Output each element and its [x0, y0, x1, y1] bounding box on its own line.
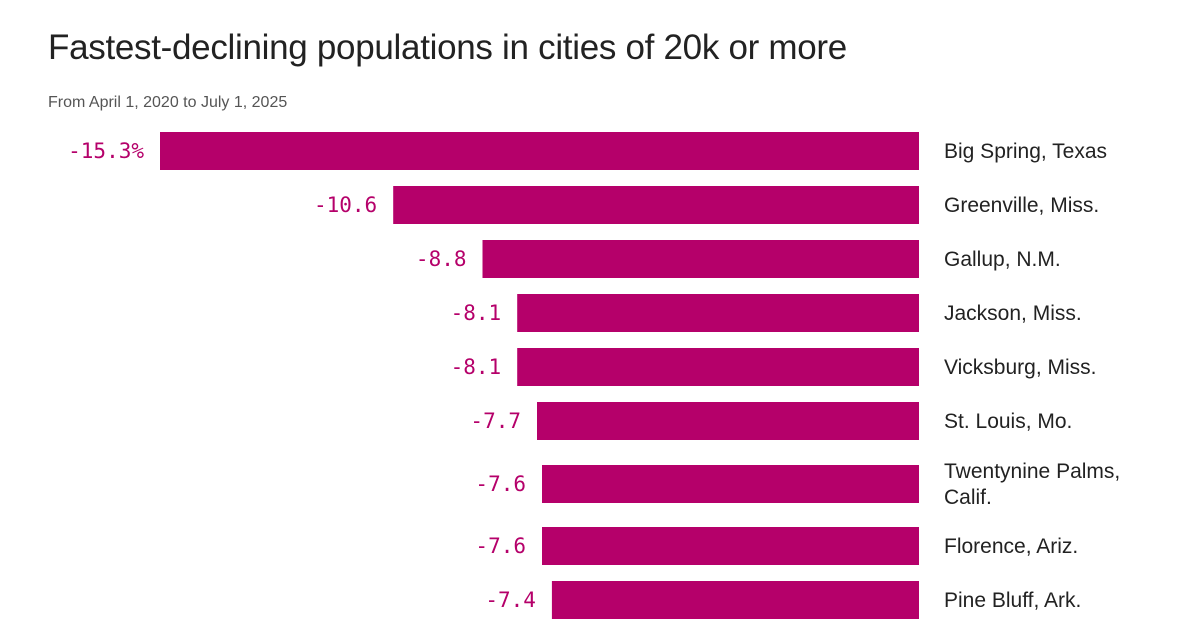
bar — [393, 186, 919, 224]
category-label-line: Twentynine Palms, — [944, 460, 1120, 483]
category-label: Gallup, N.M. — [944, 248, 1061, 271]
bar — [482, 240, 919, 278]
value-label: -8.1 — [451, 355, 502, 379]
value-label: -7.6 — [475, 472, 526, 496]
chart-subtitle: From April 1, 2020 to July 1, 2025 — [48, 94, 288, 111]
category-label-line: Florence, Ariz. — [944, 535, 1078, 558]
category-label-line: Pine Bluff, Ark. — [944, 589, 1081, 612]
category-label: Greenville, Miss. — [944, 194, 1099, 217]
category-label-line: Vicksburg, Miss. — [944, 356, 1097, 379]
category-label-line: Greenville, Miss. — [944, 194, 1099, 217]
value-label: -15.3% — [68, 139, 144, 163]
value-label: -10.6 — [314, 193, 377, 217]
value-label: -7.7 — [470, 409, 521, 433]
bar — [542, 465, 919, 503]
category-label-line: Calif. — [944, 486, 992, 509]
value-label: -8.1 — [451, 301, 502, 325]
value-label: -7.4 — [485, 588, 536, 612]
bar — [542, 527, 919, 565]
chart-title: Fastest-declining populations in cities … — [48, 28, 847, 67]
bar — [160, 132, 919, 170]
category-label: Jackson, Miss. — [944, 302, 1082, 325]
category-label-line: Jackson, Miss. — [944, 302, 1082, 325]
category-label: Florence, Ariz. — [944, 535, 1078, 558]
value-label: -7.6 — [475, 534, 526, 558]
category-label: Big Spring, Texas — [944, 140, 1107, 163]
value-label: -8.8 — [416, 247, 467, 271]
category-label-line: Gallup, N.M. — [944, 248, 1061, 271]
bar — [517, 348, 919, 386]
category-label: Vicksburg, Miss. — [944, 356, 1097, 379]
category-label-line: Big Spring, Texas — [944, 140, 1107, 163]
bar — [517, 294, 919, 332]
category-label: St. Louis, Mo. — [944, 410, 1072, 433]
bar — [551, 581, 919, 619]
category-label: Twentynine Palms, Calif. — [944, 460, 1120, 509]
bar — [537, 402, 919, 440]
category-label: Pine Bluff, Ark. — [944, 589, 1081, 612]
category-label-line: St. Louis, Mo. — [944, 410, 1072, 433]
